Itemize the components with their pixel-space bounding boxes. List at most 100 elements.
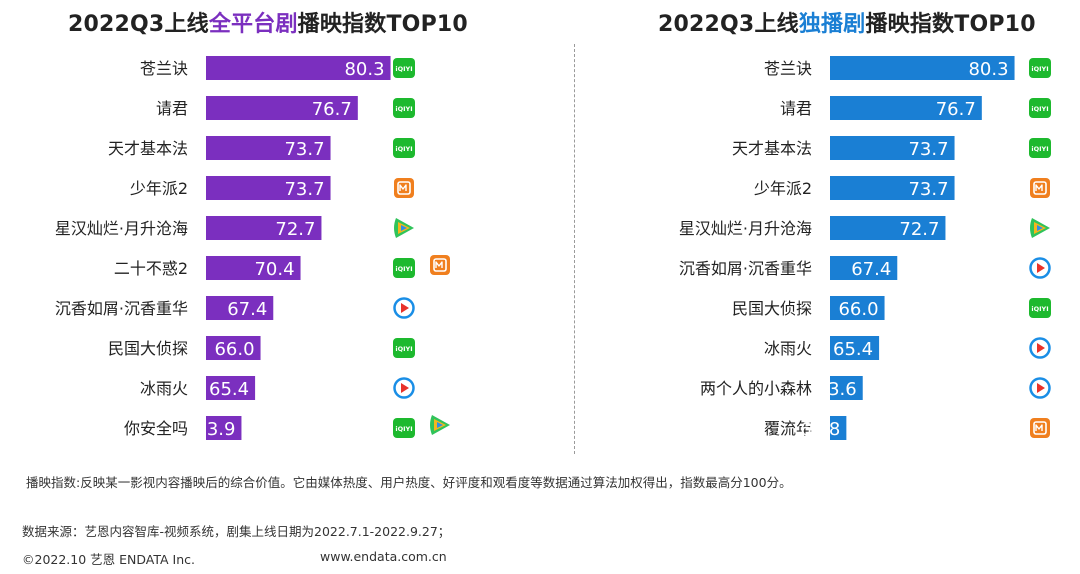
value-label: 72.7 xyxy=(899,219,939,240)
value-label: 65.4 xyxy=(209,379,249,400)
value-label: 66.0 xyxy=(838,299,878,320)
value-label: 80.3 xyxy=(968,59,1008,80)
left-title-prefix: 2022Q3上线 xyxy=(68,12,209,37)
iqiyi-icon-label: iQIYI xyxy=(1031,105,1048,113)
tencent-icon xyxy=(1030,218,1050,238)
iqiyi-icon: iQIYI xyxy=(1029,58,1051,78)
copyright: ©2022.10 艺恩 ENDATA Inc. xyxy=(22,552,196,567)
category-label: 沉香如屑·沉香重华 xyxy=(679,259,812,278)
category-label: 星汉灿烂·月升沧海 xyxy=(679,219,812,238)
bar xyxy=(830,96,982,120)
iqiyi-icon: iQIYI xyxy=(1029,298,1051,318)
iqiyi-icon: iQIYI xyxy=(1029,98,1051,118)
index-definition-note: 播映指数:反映某一影视内容播映后的综合价值。它由媒体热度、用户热度、好评度和观看… xyxy=(26,475,792,490)
category-label: 天才基本法 xyxy=(108,139,188,158)
value-label: 63.9 xyxy=(195,419,235,440)
category-label: 二十不惑2 xyxy=(114,259,188,278)
category-label: 你安全吗 xyxy=(124,419,188,438)
category-label: 苍兰诀 xyxy=(764,59,812,78)
bar xyxy=(830,216,946,240)
website-link[interactable]: www.endata.com.cn xyxy=(320,549,447,564)
category-label: 少年派2 xyxy=(130,179,188,198)
iqiyi-icon-label: iQIYI xyxy=(395,65,412,73)
category-label: 请君 xyxy=(780,99,812,118)
left-title-highlight: 全平台剧 xyxy=(208,12,298,37)
value-label: 66.0 xyxy=(214,339,254,360)
right-title-suffix: 播映指数TOP10 xyxy=(865,12,1036,37)
bar xyxy=(206,336,261,360)
category-label: 沉香如屑·沉香重华 xyxy=(55,299,188,318)
category-label: 民国大侦探 xyxy=(108,339,188,358)
category-label: 冰雨火 xyxy=(140,379,188,398)
iqiyi-icon-label: iQIYI xyxy=(1031,305,1048,313)
value-label: 73.7 xyxy=(908,179,948,200)
bar xyxy=(830,336,880,360)
iqiyi-icon-label: iQIYI xyxy=(1031,65,1048,73)
category-label: 覆流年 xyxy=(764,419,812,438)
iqiyi-icon: iQIYI xyxy=(393,258,415,278)
iqiyi-icon: iQIYI xyxy=(393,418,415,438)
iqiyi-icon-label: iQIYI xyxy=(395,425,412,433)
bar xyxy=(206,256,301,280)
right-title-prefix: 2022Q3上线 xyxy=(658,12,799,37)
left-bar-chart: 苍兰诀 80.3 iQIYI 请君 76.7 iQIYI 天才基本法 73.7 iQIYI 少年派… xyxy=(55,56,450,440)
bar xyxy=(206,416,242,440)
bar xyxy=(830,56,1015,80)
value-label: 72.7 xyxy=(275,219,315,240)
tencent-icon xyxy=(430,415,450,435)
mango-icon xyxy=(1030,418,1050,438)
category-label: 少年派2 xyxy=(754,179,812,198)
bar xyxy=(206,56,391,80)
left-chart-title: 2022Q3上线全平台剧播映指数TOP10 xyxy=(68,6,468,38)
bar xyxy=(206,216,322,240)
iqiyi-icon: iQIYI xyxy=(393,138,415,158)
value-label: 76.7 xyxy=(312,99,352,120)
iqiyi-icon-label: iQIYI xyxy=(395,345,412,353)
bar xyxy=(830,176,955,200)
iqiyi-icon-label: iQIYI xyxy=(395,265,412,273)
value-label: 76.7 xyxy=(936,99,976,120)
youku-icon xyxy=(393,377,415,399)
iqiyi-icon: iQIYI xyxy=(1029,138,1051,158)
category-label: 苍兰诀 xyxy=(140,59,188,78)
iqiyi-icon-label: iQIYI xyxy=(395,105,412,113)
iqiyi-icon-label: iQIYI xyxy=(395,145,412,153)
bar xyxy=(206,176,331,200)
tencent-icon xyxy=(394,218,414,238)
right-bar-chart: 苍兰诀 80.3 iQIYI 请君 76.7 iQIYI 天才基本法 73.7 iQIYI 少年派… xyxy=(679,56,1051,440)
mango-icon xyxy=(430,255,450,275)
value-label: 73.7 xyxy=(284,139,324,160)
bar xyxy=(830,416,847,440)
mango-icon xyxy=(394,178,414,198)
bar xyxy=(830,296,885,320)
youku-icon xyxy=(1029,337,1051,359)
iqiyi-icon-label: iQIYI xyxy=(1031,145,1048,153)
value-label: 80.3 xyxy=(344,59,384,80)
bar xyxy=(830,256,898,280)
value-label: 63.6 xyxy=(817,379,857,400)
value-label: 61.8 xyxy=(800,419,840,440)
panel-divider xyxy=(574,44,575,454)
bar xyxy=(206,136,331,160)
left-title-suffix: 播映指数TOP10 xyxy=(297,12,468,37)
category-label: 民国大侦探 xyxy=(732,299,812,318)
bar xyxy=(830,376,863,400)
iqiyi-icon: iQIYI xyxy=(393,338,415,358)
value-label: 67.4 xyxy=(227,299,267,320)
value-label: 65.4 xyxy=(833,339,873,360)
value-label: 70.4 xyxy=(254,259,294,280)
youku-icon xyxy=(1029,377,1051,399)
bar xyxy=(830,136,955,160)
value-label: 73.7 xyxy=(284,179,324,200)
value-label: 67.4 xyxy=(851,259,891,280)
value-label: 73.7 xyxy=(908,139,948,160)
iqiyi-icon: iQIYI xyxy=(393,58,415,78)
category-label: 星汉灿烂·月升沧海 xyxy=(55,219,188,238)
iqiyi-icon: iQIYI xyxy=(393,98,415,118)
category-label: 天才基本法 xyxy=(732,139,812,158)
category-label: 冰雨火 xyxy=(764,339,812,358)
bar xyxy=(206,376,256,400)
right-title-highlight: 独播剧 xyxy=(798,12,866,37)
bar xyxy=(206,96,358,120)
data-source: 数据来源：艺恩内容智库-视频系统，剧集上线日期为2022.7.1-2022.9.… xyxy=(22,524,451,539)
